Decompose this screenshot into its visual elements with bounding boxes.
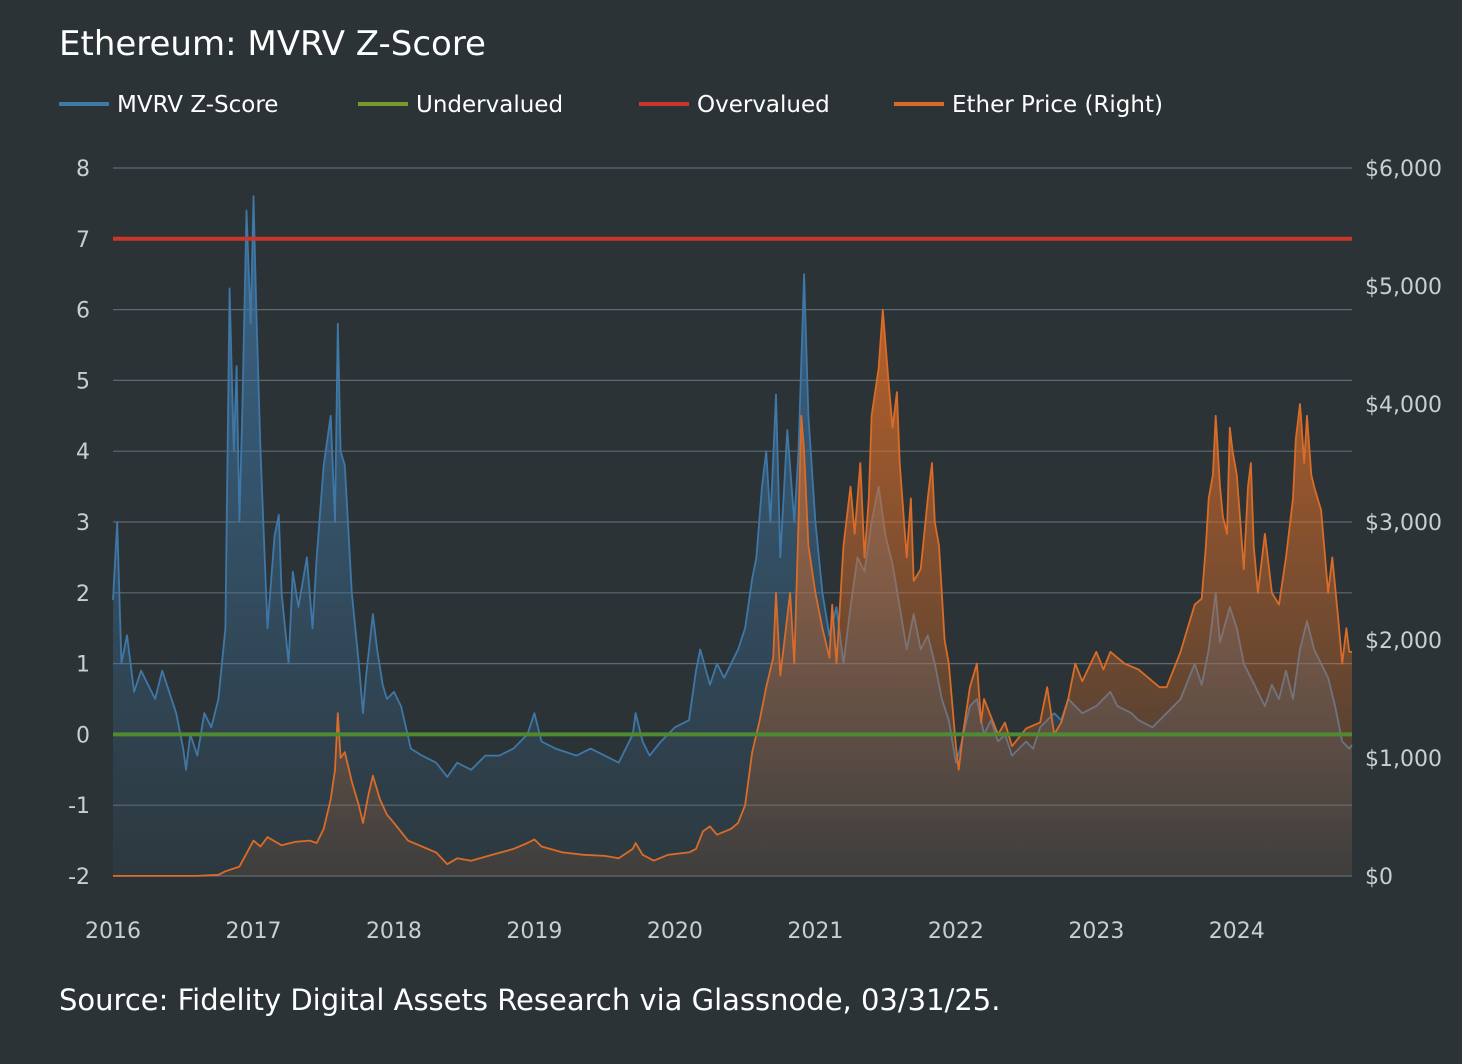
legend-label: Ether Price (Right): [952, 92, 1163, 118]
y-left-tick-label: 7: [76, 228, 90, 253]
legend-label: Undervalued: [416, 92, 563, 118]
y-right-tick-label: $5,000: [1365, 275, 1442, 300]
y-left-tick-label: 8: [76, 157, 90, 182]
plot-area: [112, 195, 1353, 877]
y-left-tick-label: 0: [76, 723, 90, 748]
y-left-tick-label: -1: [68, 794, 90, 819]
x-tick-label: 2017: [225, 919, 281, 944]
axes: 8 7 6 5 4 3 2 1 0 -1 -2 $6,000 $5,000 $4,000 $3,000 $2,…: [68, 157, 1442, 944]
legend: MVRV Z-Score Undervalued Overvalued Ether P…: [59, 92, 1163, 118]
x-tick-label: 2019: [506, 919, 562, 944]
y-left-tick-label: 1: [76, 653, 90, 678]
y-right-tick-label: $0: [1365, 865, 1393, 890]
source-note: Source: Fidelity Digital Assets Research…: [59, 983, 1000, 1017]
y-left-tick-label: 3: [76, 511, 90, 536]
x-tick-label: 2018: [366, 919, 422, 944]
y-left-tick-label: 4: [76, 440, 90, 465]
y-right-tick-label: $4,000: [1365, 393, 1442, 418]
y-left-tick-label: 6: [76, 299, 90, 324]
y-right-tick-label: $3,000: [1365, 511, 1442, 536]
y-left-tick-label: 5: [76, 369, 90, 394]
y-right-tick-label: $6,000: [1365, 157, 1442, 182]
y-left-tick-label: 2: [76, 582, 90, 607]
x-tick-label: 2020: [647, 919, 703, 944]
y-left-tick-label: -2: [68, 865, 90, 890]
y-right-tick-label: $1,000: [1365, 747, 1442, 772]
legend-label: MVRV Z-Score: [117, 92, 278, 118]
chart-title: Ethereum: MVRV Z-Score: [59, 24, 486, 64]
x-tick-label: 2022: [928, 919, 984, 944]
x-tick-label: 2016: [85, 919, 141, 944]
x-tick-label: 2021: [787, 919, 843, 944]
y-right-tick-label: $2,000: [1365, 629, 1442, 654]
x-tick-label: 2024: [1209, 919, 1265, 944]
x-tick-label: 2023: [1068, 919, 1124, 944]
price-line: [113, 308, 1352, 877]
legend-label: Overvalued: [697, 92, 830, 118]
